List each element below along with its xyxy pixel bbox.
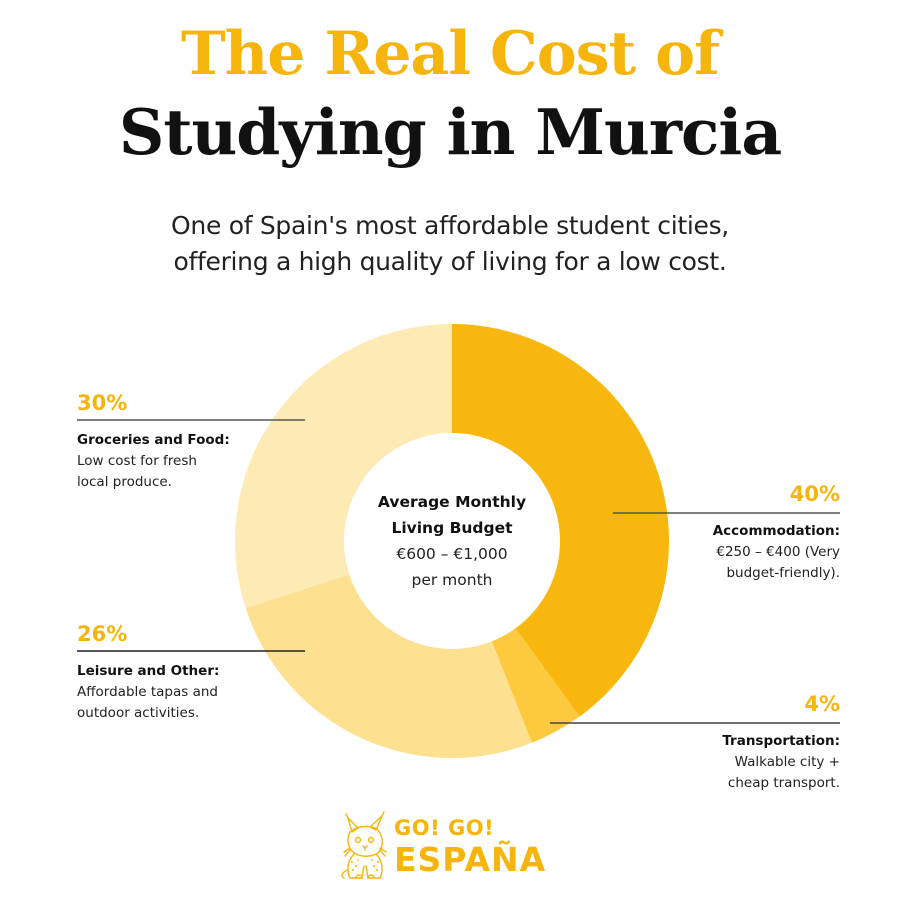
groceries-desc-1: Low cost for fresh [77,453,197,469]
donut-slice-accommodation [452,324,670,717]
accommodation-percent: 40% [789,482,840,506]
callout-transportation: 4% Transportation: Walkable city + cheap… [550,691,840,794]
brand-wordmark-line-1: GO! GO! [394,816,495,840]
center-label-line-2: Living Budget [391,519,513,537]
accommodation-title: Accommodation: [712,523,840,539]
leisure-percent: 26% [77,622,128,646]
accommodation-desc-1: €250 – €400 (Very [716,544,840,560]
title-line-2: Studying in Murcia [118,95,782,169]
transportation-desc-2: cheap transport. [727,775,840,791]
groceries-desc-2: local produce. [77,474,172,490]
transportation-title: Transportation: [722,733,840,749]
leisure-title: Leisure and Other: [77,663,220,679]
groceries-title: Groceries and Food: [77,432,230,448]
center-per-month: per month [411,571,493,589]
brand-wordmark: GO! GO! ESPAÑA [394,816,546,878]
donut-hole [344,433,560,649]
transportation-percent: 4% [804,692,840,716]
lynx-mascot-icon [341,811,387,879]
title-line-1: The Real Cost of [181,19,720,89]
center-label-line-1: Average Monthly [377,493,527,511]
subtitle-line-2: offering a high quality of living for a … [173,247,727,276]
accommodation-desc-2: budget-friendly). [726,565,840,581]
callout-accommodation: 40% Accommodation: €250 – €400 (Very bud… [613,481,840,584]
center-budget-range: €600 – €1,000 [396,545,508,563]
groceries-percent: 30% [77,391,128,415]
transportation-desc-1: Walkable city + [734,754,840,770]
brand-logo: GO! GO! ESPAÑA [338,808,568,888]
leisure-desc-1: Affordable tapas and [77,684,218,700]
leisure-desc-2: outdoor activities. [77,705,200,721]
brand-wordmark-line-2: ESPAÑA [394,840,547,879]
subtitle-line-1: One of Spain's most affordable student c… [171,211,729,240]
subtitle: One of Spain's most affordable student c… [0,208,900,280]
donut-center-label: Average Monthly Living Budget €600 – €1,… [344,433,560,649]
callout-leisure: 26% Leisure and Other: Affordable tapas … [77,621,305,724]
callout-groceries: 30% Groceries and Food: Low cost for fre… [77,390,305,493]
